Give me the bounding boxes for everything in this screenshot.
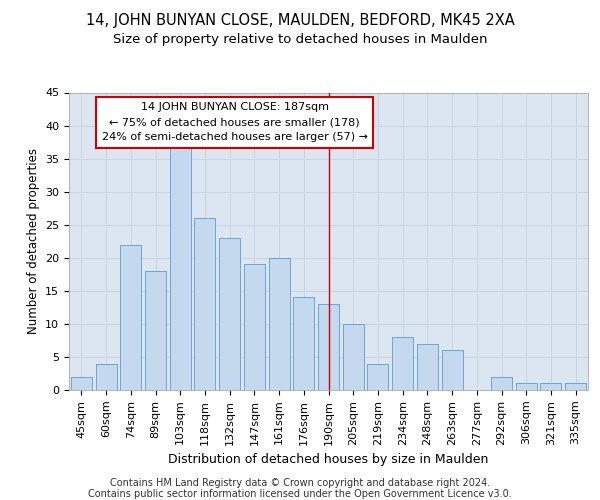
Bar bbox=[417, 344, 438, 390]
Bar bbox=[491, 377, 512, 390]
Text: 14, JOHN BUNYAN CLOSE, MAULDEN, BEDFORD, MK45 2XA: 14, JOHN BUNYAN CLOSE, MAULDEN, BEDFORD,… bbox=[86, 12, 514, 28]
Text: Size of property relative to detached houses in Maulden: Size of property relative to detached ho… bbox=[113, 32, 487, 46]
X-axis label: Distribution of detached houses by size in Maulden: Distribution of detached houses by size … bbox=[169, 453, 488, 466]
Bar bbox=[71, 377, 92, 390]
Text: Contains HM Land Registry data © Crown copyright and database right 2024.: Contains HM Land Registry data © Crown c… bbox=[110, 478, 490, 488]
Text: Contains public sector information licensed under the Open Government Licence v3: Contains public sector information licen… bbox=[88, 489, 512, 499]
Bar bbox=[120, 244, 141, 390]
Text: 14 JOHN BUNYAN CLOSE: 187sqm
← 75% of detached houses are smaller (178)
24% of s: 14 JOHN BUNYAN CLOSE: 187sqm ← 75% of de… bbox=[101, 102, 368, 142]
Bar bbox=[367, 364, 388, 390]
Bar bbox=[293, 298, 314, 390]
Bar bbox=[219, 238, 240, 390]
Bar bbox=[565, 384, 586, 390]
Bar bbox=[541, 384, 562, 390]
Bar bbox=[95, 364, 116, 390]
Bar bbox=[170, 146, 191, 390]
Bar bbox=[442, 350, 463, 390]
Bar bbox=[318, 304, 339, 390]
Bar bbox=[392, 337, 413, 390]
Bar bbox=[343, 324, 364, 390]
Bar bbox=[194, 218, 215, 390]
Bar bbox=[145, 271, 166, 390]
Y-axis label: Number of detached properties: Number of detached properties bbox=[26, 148, 40, 334]
Bar bbox=[516, 384, 537, 390]
Bar bbox=[269, 258, 290, 390]
Bar bbox=[244, 264, 265, 390]
